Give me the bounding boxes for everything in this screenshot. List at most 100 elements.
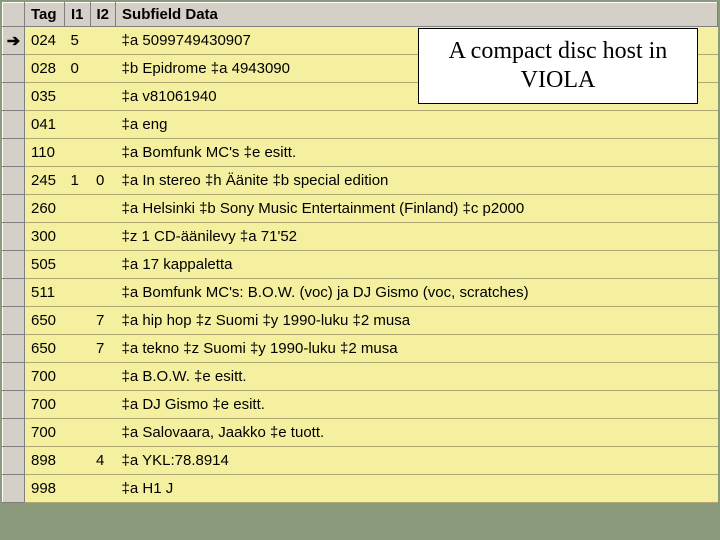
cell-subfield-data[interactable]: ‡a eng — [116, 111, 718, 139]
cell-subfield-data[interactable]: ‡a Salovaara, Jaakko ‡e tuott. — [116, 419, 718, 447]
cell-subfield-data[interactable]: ‡a hip hop ‡z Suomi ‡y 1990-luku ‡2 musa — [116, 307, 718, 335]
cell-i2[interactable]: 0 — [90, 167, 116, 195]
cell-i1[interactable] — [65, 447, 91, 475]
header-subfield: Subfield Data — [116, 3, 718, 27]
cell-subfield-data[interactable]: ‡a Bomfunk MC's ‡e esitt. — [116, 139, 718, 167]
table-row[interactable]: 511 ‡a Bomfunk MC's: B.O.W. (voc) ja DJ G… — [3, 279, 718, 307]
cell-i1[interactable] — [65, 363, 91, 391]
cell-tag[interactable]: 300 — [25, 223, 65, 251]
current-row-arrow-icon: ➔ — [7, 33, 20, 50]
row-marker-cell — [3, 363, 25, 391]
cell-i1[interactable] — [65, 391, 91, 419]
row-marker-cell — [3, 223, 25, 251]
header-tag: Tag — [25, 3, 65, 27]
cell-tag[interactable]: 700 — [25, 391, 65, 419]
cell-i2[interactable] — [90, 27, 116, 55]
row-marker-cell — [3, 251, 25, 279]
table-row[interactable]: 700 ‡a Salovaara, Jaakko ‡e tuott. — [3, 419, 718, 447]
cell-i2[interactable]: 7 — [90, 335, 116, 363]
table-row[interactable]: 700 ‡a DJ Gismo ‡e esitt. — [3, 391, 718, 419]
row-marker-cell: ➔ — [3, 27, 25, 55]
row-marker-cell — [3, 419, 25, 447]
row-marker-cell — [3, 391, 25, 419]
cell-tag[interactable]: 998 — [25, 475, 65, 503]
cell-tag[interactable]: 041 — [25, 111, 65, 139]
table-row[interactable]: 300 ‡z 1 CD-äänilevy ‡a 71'52 — [3, 223, 718, 251]
cell-subfield-data[interactable]: ‡a Helsinki ‡b Sony Music Entertainment … — [116, 195, 718, 223]
cell-i2[interactable] — [90, 279, 116, 307]
cell-tag[interactable]: 700 — [25, 419, 65, 447]
cell-tag[interactable]: 650 — [25, 335, 65, 363]
cell-tag[interactable]: 511 — [25, 279, 65, 307]
cell-tag[interactable]: 260 — [25, 195, 65, 223]
cell-i2[interactable] — [90, 223, 116, 251]
cell-i2[interactable] — [90, 195, 116, 223]
cell-i1[interactable] — [65, 419, 91, 447]
cell-i2[interactable] — [90, 83, 116, 111]
header-row: Tag I1 I2 Subfield Data — [3, 3, 718, 27]
cell-tag[interactable]: 650 — [25, 307, 65, 335]
cell-i2[interactable]: 7 — [90, 307, 116, 335]
cell-i1[interactable]: 0 — [65, 55, 91, 83]
cell-tag[interactable]: 024 — [25, 27, 65, 55]
row-marker-cell — [3, 83, 25, 111]
cell-subfield-data[interactable]: ‡z 1 CD-äänilevy ‡a 71'52 — [116, 223, 718, 251]
row-marker-cell — [3, 139, 25, 167]
cell-i2[interactable] — [90, 251, 116, 279]
cell-i1[interactable] — [65, 111, 91, 139]
table-row[interactable]: 650 7‡a tekno ‡z Suomi ‡y 1990-luku ‡2 mu… — [3, 335, 718, 363]
cell-i1[interactable] — [65, 279, 91, 307]
cell-subfield-data[interactable]: ‡a DJ Gismo ‡e esitt. — [116, 391, 718, 419]
cell-tag[interactable]: 110 — [25, 139, 65, 167]
cell-i2[interactable] — [90, 139, 116, 167]
cell-tag[interactable]: 898 — [25, 447, 65, 475]
cell-i1[interactable] — [65, 223, 91, 251]
cell-i2[interactable]: 4 — [90, 447, 116, 475]
cell-tag[interactable]: 245 — [25, 167, 65, 195]
row-marker-cell — [3, 167, 25, 195]
cell-i1[interactable] — [65, 195, 91, 223]
table-row[interactable]: 700 ‡a B.O.W. ‡e esitt. — [3, 363, 718, 391]
cell-tag[interactable]: 505 — [25, 251, 65, 279]
cell-i1[interactable] — [65, 83, 91, 111]
cell-subfield-data[interactable]: ‡a 17 kappaletta — [116, 251, 718, 279]
table-row[interactable]: 650 7‡a hip hop ‡z Suomi ‡y 1990-luku ‡2 … — [3, 307, 718, 335]
table-row[interactable]: 041 ‡a eng — [3, 111, 718, 139]
cell-tag[interactable]: 700 — [25, 363, 65, 391]
cell-i1[interactable]: 1 — [65, 167, 91, 195]
cell-subfield-data[interactable]: ‡a YKL:78.8914 — [116, 447, 718, 475]
cell-subfield-data[interactable]: ‡a In stereo ‡h Äänite ‡b special editio… — [116, 167, 718, 195]
row-marker-cell — [3, 307, 25, 335]
table-row[interactable]: 24510‡a In stereo ‡h Äänite ‡b special e… — [3, 167, 718, 195]
header-marker-col — [3, 3, 25, 27]
callout-text: A compact disc host in VIOLA — [449, 38, 668, 93]
cell-i1[interactable]: 5 — [65, 27, 91, 55]
row-marker-cell — [3, 279, 25, 307]
cell-i2[interactable] — [90, 391, 116, 419]
cell-i2[interactable] — [90, 419, 116, 447]
cell-i2[interactable] — [90, 475, 116, 503]
cell-subfield-data[interactable]: ‡a B.O.W. ‡e esitt. — [116, 363, 718, 391]
cell-i1[interactable] — [65, 475, 91, 503]
cell-i1[interactable] — [65, 251, 91, 279]
row-marker-cell — [3, 475, 25, 503]
cell-subfield-data[interactable]: ‡a Bomfunk MC's: B.O.W. (voc) ja DJ Gism… — [116, 279, 718, 307]
table-row[interactable]: 505 ‡a 17 kappaletta — [3, 251, 718, 279]
cell-tag[interactable]: 028 — [25, 55, 65, 83]
cell-subfield-data[interactable]: ‡a H1 J — [116, 475, 718, 503]
cell-subfield-data[interactable]: ‡a tekno ‡z Suomi ‡y 1990-luku ‡2 musa — [116, 335, 718, 363]
cell-i2[interactable] — [90, 111, 116, 139]
cell-tag[interactable]: 035 — [25, 83, 65, 111]
row-marker-cell — [3, 111, 25, 139]
cell-i1[interactable] — [65, 307, 91, 335]
table-row[interactable]: 998 ‡a H1 J — [3, 475, 718, 503]
table-row[interactable]: 898 4‡a YKL:78.8914 — [3, 447, 718, 475]
cell-i2[interactable] — [90, 55, 116, 83]
header-i1: I1 — [65, 3, 91, 27]
table-row[interactable]: 110 ‡a Bomfunk MC's ‡e esitt. — [3, 139, 718, 167]
row-marker-cell — [3, 55, 25, 83]
cell-i2[interactable] — [90, 363, 116, 391]
cell-i1[interactable] — [65, 139, 91, 167]
table-row[interactable]: 260 ‡a Helsinki ‡b Sony Music Entertainme… — [3, 195, 718, 223]
cell-i1[interactable] — [65, 335, 91, 363]
